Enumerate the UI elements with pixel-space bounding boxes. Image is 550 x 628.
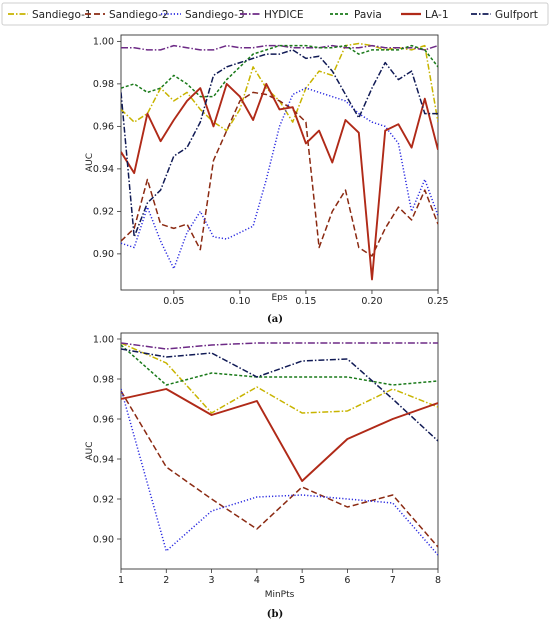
x-tick-label: 0.15 <box>295 296 316 307</box>
x-tick-label: 4 <box>254 575 260 586</box>
y-tick-label: 0.90 <box>93 534 114 545</box>
x-tick-label: 0.05 <box>163 296 184 307</box>
series-line-sandiego-3 <box>121 388 438 556</box>
x-axis-label: MinPts <box>265 590 295 600</box>
series-line-hydice <box>121 44 438 51</box>
x-tick-label: 0.20 <box>361 296 382 307</box>
y-tick-label: 1.00 <box>93 37 114 48</box>
series-line-pavia <box>121 44 438 98</box>
y-tick-label: 0.94 <box>93 164 114 175</box>
legend-label: LA-1 <box>425 9 449 21</box>
y-tick-label: 0.98 <box>93 79 114 90</box>
x-tick-label: 8 <box>435 575 441 586</box>
x-tick-label: 5 <box>299 575 305 586</box>
panel-label-a: (a) <box>267 314 283 325</box>
series-line-sandiego-2 <box>121 390 438 548</box>
x-axis-label: Eps <box>271 293 287 303</box>
x-tick-label: 2 <box>163 575 169 586</box>
y-axis-label: AUC <box>85 153 95 172</box>
x-tick-label: 7 <box>390 575 396 586</box>
panel-label-b: (b) <box>267 609 283 620</box>
x-tick-label: 0.25 <box>427 296 448 307</box>
legend: Sandiego-1 Sandiego-2 Sandiego-3 HYDICE Pavi… <box>1 2 549 26</box>
y-axis-label: AUC <box>85 441 95 460</box>
y-tick-label: 0.98 <box>93 374 114 385</box>
series-line-gulfport <box>121 49 438 238</box>
legend-label: Pavia <box>354 9 382 21</box>
x-tick-label: 6 <box>344 575 350 586</box>
legend-label: Sandiego-3 <box>185 9 245 21</box>
y-tick-label: 1.00 <box>93 334 114 345</box>
legend-label: Sandiego-1 <box>32 9 92 21</box>
panel-b: (b) 0.90 0.92 0.94 0.96 0.98 1.00 1 2 3 4 5 6 7 8 MinP… <box>85 332 441 620</box>
y-tick-label: 0.96 <box>93 414 114 425</box>
legend-label: Gulfport <box>495 9 538 21</box>
series-line-la-1 <box>121 82 438 281</box>
x-tick-label: 1 <box>118 575 124 586</box>
legend-label: Sandiego-2 <box>109 9 169 21</box>
series-line-la-1 <box>121 388 438 482</box>
legend-label: HYDICE <box>264 9 303 21</box>
series-line-gulfport <box>121 348 438 442</box>
panel-a: (a) 0.90 0.92 0.94 0.96 0.98 1.00 0.05 0.10 0.15… <box>85 34 449 325</box>
plot-area-a <box>120 34 439 291</box>
y-tick-label: 0.96 <box>93 122 114 133</box>
series-line-pavia <box>121 344 438 386</box>
y-tick-label: 0.92 <box>93 207 114 218</box>
series-line-sandiego-3 <box>121 87 438 270</box>
legend-box <box>1 2 549 26</box>
x-tick-label: 3 <box>209 575 215 586</box>
x-tick-label: 0.10 <box>229 296 250 307</box>
y-tick-label: 0.90 <box>93 249 114 260</box>
series-line-hydice <box>121 342 438 350</box>
y-tick-label: 0.92 <box>93 494 114 505</box>
series-line-sandiego-2 <box>121 91 438 257</box>
y-tick-label: 0.94 <box>93 454 114 465</box>
series-line-sandiego-1 <box>121 342 438 414</box>
